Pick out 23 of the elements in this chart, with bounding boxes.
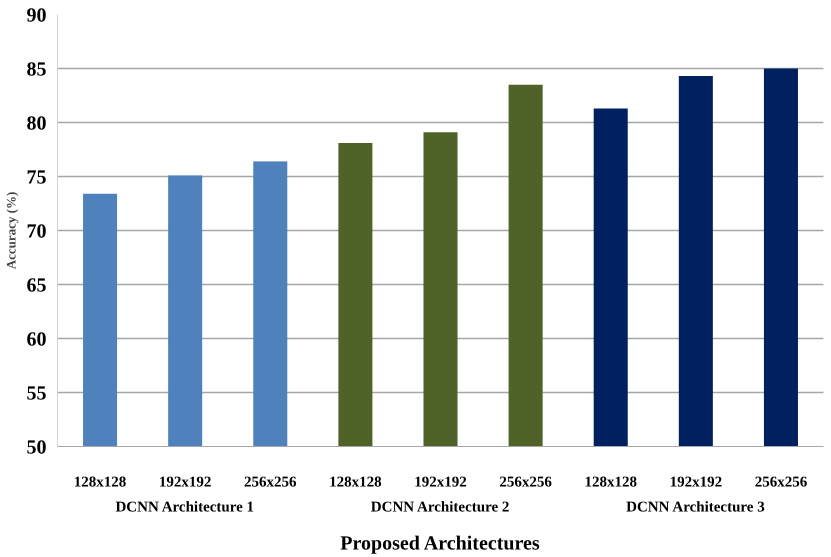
x-tick-label: 192x192: [670, 474, 722, 490]
y-tick-label: 65: [26, 274, 46, 296]
y-tick-label: 60: [26, 328, 46, 350]
x-tick-label: 192x192: [158, 474, 212, 490]
x-axis-title: Proposed Architectures: [340, 532, 540, 554]
text: DCNN Architecture 2: [370, 500, 510, 516]
y-tick-label: 85: [26, 58, 46, 80]
x-tick-label: 128x128: [329, 474, 382, 490]
y-tick-label: 70: [26, 220, 46, 242]
text: DCNN Architecture 1: [115, 500, 254, 516]
x-tick-label: 256x256: [754, 474, 808, 490]
x-tick-label: 128x128: [74, 474, 126, 490]
x-tick-label: 256x256: [244, 474, 298, 490]
y-tick-label: 50: [26, 436, 46, 458]
y-tick-label: 90: [26, 4, 46, 26]
y-axis-title: Accuracy (%): [4, 192, 18, 270]
text: DCNN Architecture 3: [626, 500, 765, 516]
x-tick-label: 128x128: [584, 474, 637, 490]
y-tick-label: 75: [26, 166, 46, 188]
x-tick-label: 192x192: [414, 474, 467, 490]
y-tick-label: 80: [26, 112, 46, 134]
x-tick-label: 256x256: [499, 474, 552, 490]
y-tick-label: 55: [26, 382, 46, 404]
